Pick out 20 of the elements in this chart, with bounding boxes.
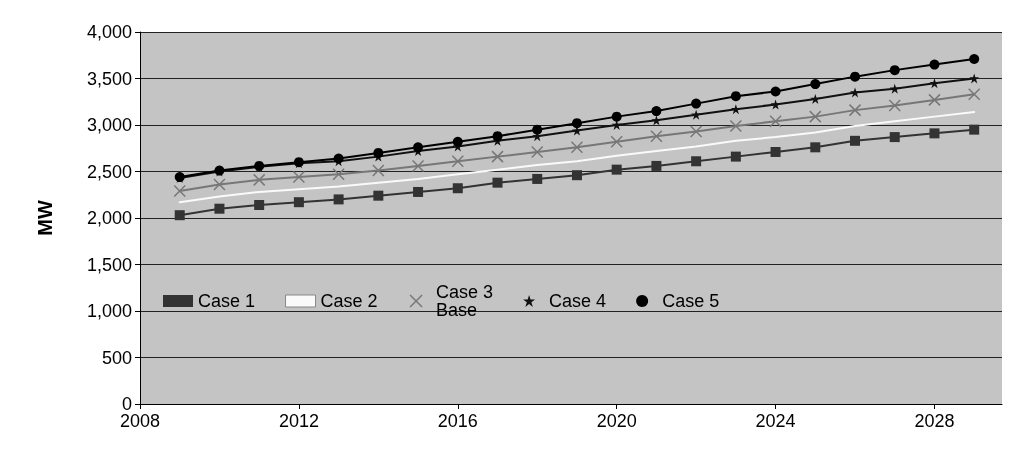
x-tick-label: 2028: [914, 411, 955, 431]
y-tick-label: 500: [101, 347, 132, 368]
x-tick-label: 2008: [119, 411, 161, 431]
legend-label: Case 5: [662, 291, 720, 311]
legend-label: Case 4: [549, 291, 607, 311]
x-tick-label: 2016: [437, 411, 478, 431]
x-tick-label: 2024: [755, 411, 796, 431]
y-tick-label: 0: [121, 394, 132, 414]
y-tick-label: 4,000: [86, 22, 132, 42]
y-tick-label: 1,000: [86, 301, 132, 321]
x-tick-label: 2020: [596, 411, 637, 431]
y-tick-label: 2,000: [86, 208, 132, 228]
x-tick-label: 2012: [278, 411, 319, 431]
y-tick-label: 2,500: [86, 161, 132, 182]
legend-label: Case 1: [198, 291, 256, 311]
legend-label: Case 2: [320, 291, 378, 311]
y-tick-label: 3,500: [86, 68, 132, 89]
y-axis-title: MW: [34, 200, 56, 236]
y-tick-label: 3,000: [86, 115, 132, 135]
y-tick-label: 1,500: [86, 254, 132, 275]
